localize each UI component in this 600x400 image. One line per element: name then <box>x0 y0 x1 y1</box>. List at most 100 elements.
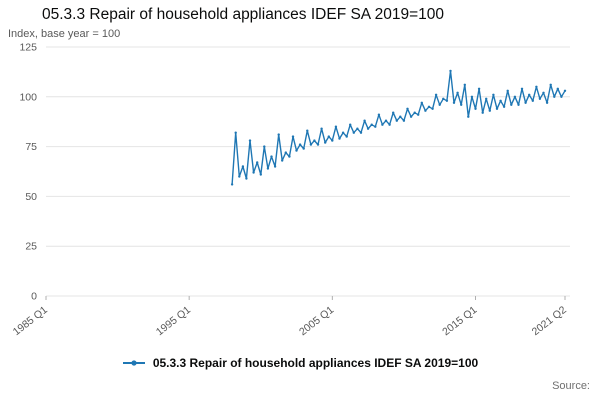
data-point-marker <box>538 97 542 100</box>
data-point-marker <box>331 139 334 142</box>
data-point-marker <box>563 89 567 92</box>
data-point-marker <box>341 131 345 134</box>
data-point-marker <box>363 119 366 122</box>
data-point-marker <box>374 125 377 128</box>
data-point-marker <box>413 111 416 114</box>
data-point-marker <box>524 101 527 104</box>
data-point-marker <box>406 107 409 111</box>
series-line <box>231 70 566 186</box>
data-point-marker <box>334 125 338 128</box>
data-point-marker <box>298 143 302 146</box>
data-point-marker <box>427 105 431 109</box>
data-point-marker <box>549 83 552 86</box>
data-point-marker <box>402 119 406 122</box>
data-point-marker <box>370 123 373 126</box>
data-point-marker <box>535 85 538 88</box>
x-tick-label: 2005 Q1 <box>297 304 336 338</box>
data-point-marker <box>470 95 474 98</box>
data-point-marker <box>392 111 395 114</box>
y-axis-unit-label: Index, base year = 100 <box>8 28 121 40</box>
y-tick-label: 25 <box>25 241 37 253</box>
data-point-marker <box>277 133 280 136</box>
data-point-marker <box>230 183 234 186</box>
data-point-marker <box>424 109 427 112</box>
data-point-marker <box>467 115 470 118</box>
x-tick-label: 2021 Q2 <box>530 304 569 338</box>
data-point-marker <box>381 123 384 126</box>
data-point-marker <box>463 83 466 86</box>
data-point-marker <box>485 97 488 100</box>
data-point-marker <box>545 101 549 104</box>
data-point-marker <box>352 131 355 134</box>
data-point-marker <box>442 97 445 100</box>
data-point-marker <box>320 127 323 130</box>
chart-title: 05.3.3 Repair of household appliances ID… <box>42 6 444 23</box>
data-point-marker <box>245 177 248 180</box>
data-point-marker <box>366 127 370 130</box>
y-tick-label: 50 <box>25 191 37 203</box>
x-tick-label: 2015 Q1 <box>440 304 479 338</box>
data-point-marker <box>345 135 348 138</box>
data-point-marker <box>256 161 259 164</box>
data-point-marker <box>553 95 556 98</box>
y-tick-label: 100 <box>19 91 37 103</box>
data-point-marker <box>288 155 291 158</box>
data-point-marker <box>445 99 449 102</box>
data-point-marker <box>313 139 316 142</box>
y-tick-label: 75 <box>25 141 37 153</box>
data-point-marker <box>266 167 270 170</box>
data-point-marker <box>291 135 295 138</box>
data-point-marker <box>452 101 456 104</box>
data-point-marker <box>510 103 513 107</box>
data-point-marker <box>420 101 423 104</box>
data-point-marker <box>349 123 352 126</box>
data-point-marker <box>327 135 330 138</box>
x-tick-label: 1995 Q1 <box>154 304 193 338</box>
data-point-marker <box>234 131 237 134</box>
data-point-marker <box>295 149 298 152</box>
data-point-marker <box>477 87 481 90</box>
data-point-marker <box>438 103 441 107</box>
legend-series-label: 05.3.3 Repair of household appliances ID… <box>152 356 479 370</box>
data-point-marker <box>384 119 388 122</box>
data-point-marker <box>474 107 477 111</box>
data-point-marker <box>506 89 509 92</box>
data-point-marker <box>241 165 245 168</box>
data-point-marker <box>284 151 287 154</box>
y-tick-label: 0 <box>31 291 37 303</box>
data-point-marker <box>302 147 305 150</box>
data-point-marker <box>238 175 241 178</box>
data-point-marker <box>252 171 255 174</box>
data-point-marker <box>560 95 563 98</box>
data-point-marker <box>495 107 499 111</box>
data-point-marker <box>431 107 434 111</box>
data-point-marker <box>356 127 359 130</box>
legend: 05.3.3 Repair of household appliances ID… <box>0 356 600 370</box>
data-point-marker <box>324 141 327 144</box>
legend-dot <box>131 360 137 366</box>
data-point-marker <box>409 115 413 118</box>
data-point-marker <box>456 91 459 94</box>
data-point-marker <box>520 87 524 90</box>
data-point-marker <box>338 137 341 140</box>
data-point-marker <box>259 173 262 176</box>
data-point-marker <box>263 145 266 148</box>
source-label: Source: <box>552 380 590 392</box>
data-point-marker <box>517 103 520 107</box>
data-point-marker <box>248 139 252 142</box>
data-point-marker <box>273 165 277 168</box>
data-point-marker <box>513 95 517 98</box>
data-point-marker <box>434 93 438 96</box>
data-point-marker <box>377 113 381 116</box>
data-point-marker <box>481 111 484 114</box>
data-point-marker <box>492 93 495 96</box>
data-point-marker <box>306 129 309 132</box>
x-tick-label: 1985 Q1 <box>11 304 50 338</box>
data-point-marker <box>417 113 420 116</box>
data-point-marker <box>395 119 398 122</box>
y-tick-label: 125 <box>19 42 37 54</box>
data-point-marker <box>531 99 534 102</box>
data-point-marker <box>270 155 273 158</box>
data-point-marker <box>542 91 545 94</box>
